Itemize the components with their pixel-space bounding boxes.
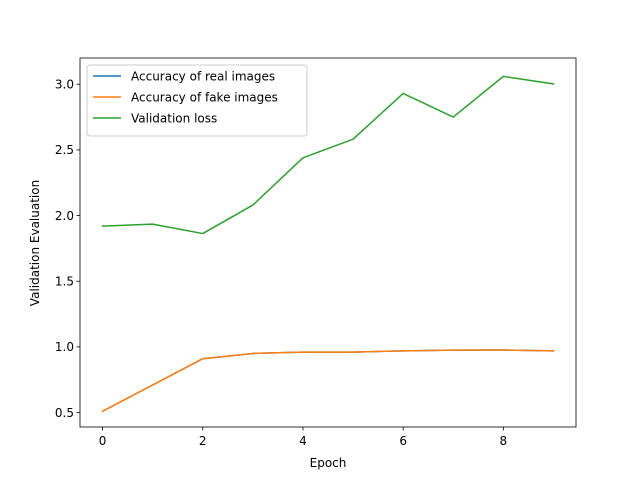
x-axis-label: Epoch [310, 456, 347, 470]
legend-label: Accuracy of real images [131, 69, 275, 83]
series-layer [101, 75, 555, 413]
axes-layer: 0 2 4 6 8 0.5 1.0 1.5 2.0 2.5 3.0 [55, 57, 577, 448]
y-tick-label: 2.5 [55, 143, 74, 157]
y-tick-label: 2.0 [55, 209, 74, 223]
y-tick-label: 1.5 [55, 275, 74, 289]
series-line-1 [101, 349, 555, 413]
plot-frame [79, 57, 577, 428]
y-tick-label: 1.0 [55, 340, 74, 354]
y-tick-label: 0.5 [55, 406, 74, 420]
legend-label: Accuracy of fake images [131, 90, 278, 104]
legend-box [86, 64, 308, 137]
x-tick-label: 0 [99, 434, 107, 448]
legend-label: Validation loss [131, 111, 217, 125]
series-line-2 [101, 75, 555, 235]
x-tick-label: 8 [500, 434, 508, 448]
y-tick-label: 3.0 [55, 78, 74, 92]
legend: Accuracy of real images Accuracy of fake … [86, 64, 308, 137]
x-tick-label: 4 [299, 434, 307, 448]
x-tick-label: 2 [199, 434, 207, 448]
y-axis-label: Validation Evaluation [28, 180, 42, 306]
x-tick-label: 6 [399, 434, 407, 448]
